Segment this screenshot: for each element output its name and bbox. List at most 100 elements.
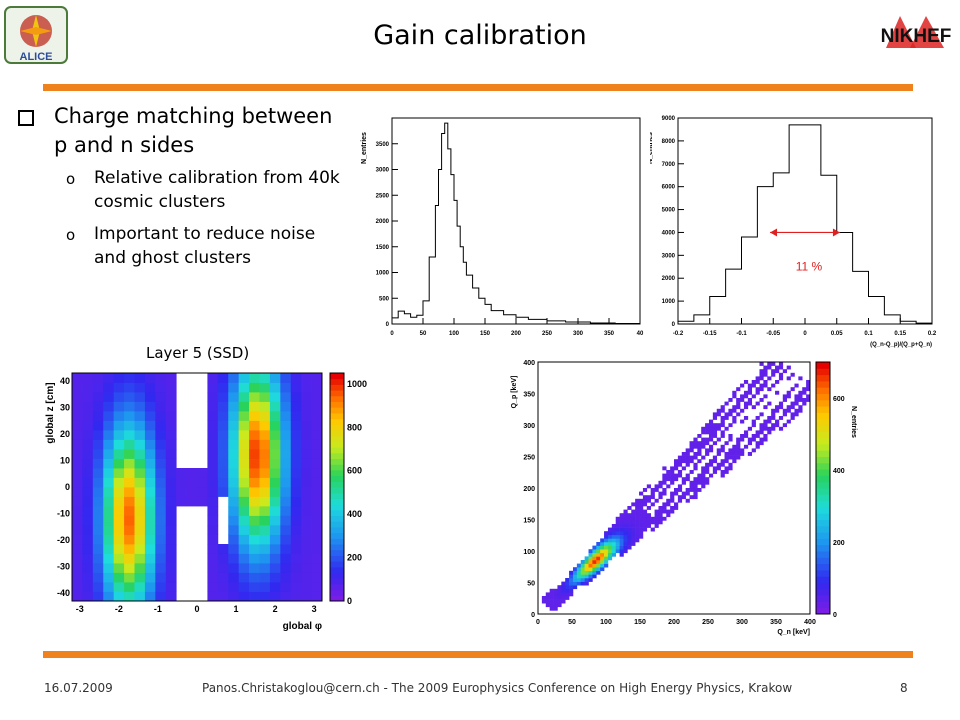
heatmap-cell [549,592,554,597]
heatmap-cell [280,582,292,592]
footer-center: Panos.Christakoglou@cern.ch - The 2009 E… [202,681,793,695]
heatmap-cell [596,556,601,561]
heatmap-cell [269,534,281,545]
heatmap-cell [798,405,803,410]
heatmap-cell [311,544,323,554]
heatmap-cell [290,382,302,393]
heatmap-cell [635,498,640,503]
heatmap-cell [794,394,799,399]
heatmap-cell [635,534,640,539]
heatmap-cell [619,542,624,546]
heatmap-cell [592,552,597,557]
heatmap-cell [600,549,605,554]
heatmap-cell [103,458,115,469]
heatmap-cell [728,412,733,417]
heatmap-cell [144,439,156,450]
plot-frame [677,117,933,325]
heatmap-cell [217,544,229,554]
heatmap-cell [124,458,135,469]
heatmap-cell [238,449,250,459]
heatmap-cell [674,473,679,478]
charge-ratio-histogram: -0.2 -0.15 -0.1 -0.05 0 0.05 0.1 0.15 0.2 0 1000 20… [650,116,937,348]
colorbar-segment [816,488,830,495]
colorbar-segment [816,469,830,476]
heatmap-cell [740,419,745,424]
heatmap-cell [155,553,167,564]
heatmap-cell [113,534,125,545]
heatmap-cell [685,473,690,478]
heatmap-cell [646,520,651,525]
heatmap-cell [759,362,764,366]
charge-distribution-histogram: 0 50 100 150 200 250 300 350 4005001000150020002… [361,117,644,337]
heatmap-cell [775,365,780,370]
heatmap-cell [72,468,83,478]
heatmap-cell [759,369,764,374]
heatmap-cell [301,572,312,583]
heatmap-cell [775,390,780,395]
heatmap-cell [249,582,260,592]
heatmap-cell [642,509,648,514]
heatmap-cell [569,585,574,590]
heatmap-cell [642,513,648,518]
heatmap-cell [144,382,156,393]
heatmap-cell [666,470,671,474]
heatmap-cell [217,439,229,450]
heatmap-cell [576,574,582,579]
heatmap-cell [155,382,167,393]
heatmap-cell [165,373,177,383]
heatmap-cell [666,509,671,514]
heatmap-cell [228,382,240,393]
heatmap-cell [615,545,620,550]
heatmap-cell [666,498,671,503]
heatmap-cell [280,515,292,526]
colorbar-segment [330,509,344,516]
heatmap-cell [572,581,578,586]
heatmap-cell [134,515,146,526]
heatmap-cell [207,401,219,412]
heatmap-cell [736,401,741,406]
heatmap-cell [113,373,125,383]
heatmap-cell [604,556,609,561]
heatmap-cell [596,567,601,572]
heatmap-cell [658,491,663,496]
heatmap-cell [238,553,250,564]
heatmap-cell [134,458,146,469]
heatmap-cell [646,524,651,528]
heatmap-cell [670,491,675,496]
heatmap-cell [269,382,281,393]
top-accent-bar [43,84,913,91]
colorbar-segment [330,469,344,477]
x-tick-label: 0 [390,331,394,337]
heatmap-cell [165,468,177,478]
y-tick-label: 0 [386,322,390,328]
heatmap-cell [82,382,94,393]
colorbar-segment [816,406,830,413]
colorbar-segment [330,412,344,420]
heatmap-cell [144,572,156,583]
heatmap-cell [113,515,125,526]
heatmap-cell [165,382,177,393]
heatmap-cell [269,563,281,573]
colorbar-segment [330,475,344,482]
heatmap-cell [588,560,593,564]
heatmap-cell [576,563,582,568]
heatmap-cell [280,477,292,488]
colorbar-segment [330,487,344,494]
heatmap-cell [82,449,94,459]
heatmap-cell [572,574,578,579]
heatmap-cell [677,484,683,489]
heatmap-cell [755,376,760,381]
heatmap-cell [144,449,156,459]
heatmap-cell [576,567,582,572]
colorbar-segment [330,401,344,408]
colorbar-segment [816,374,830,382]
heatmap-cell [228,420,240,431]
heatmap-cell [642,498,648,503]
heatmap-cell [186,477,198,488]
heatmap-cell [82,487,94,497]
heatmap-cell [290,525,302,535]
heatmap-cell [259,382,271,393]
heatmap-cell [701,444,706,449]
heatmap-cell [249,534,260,545]
heatmap-cell [82,553,94,564]
